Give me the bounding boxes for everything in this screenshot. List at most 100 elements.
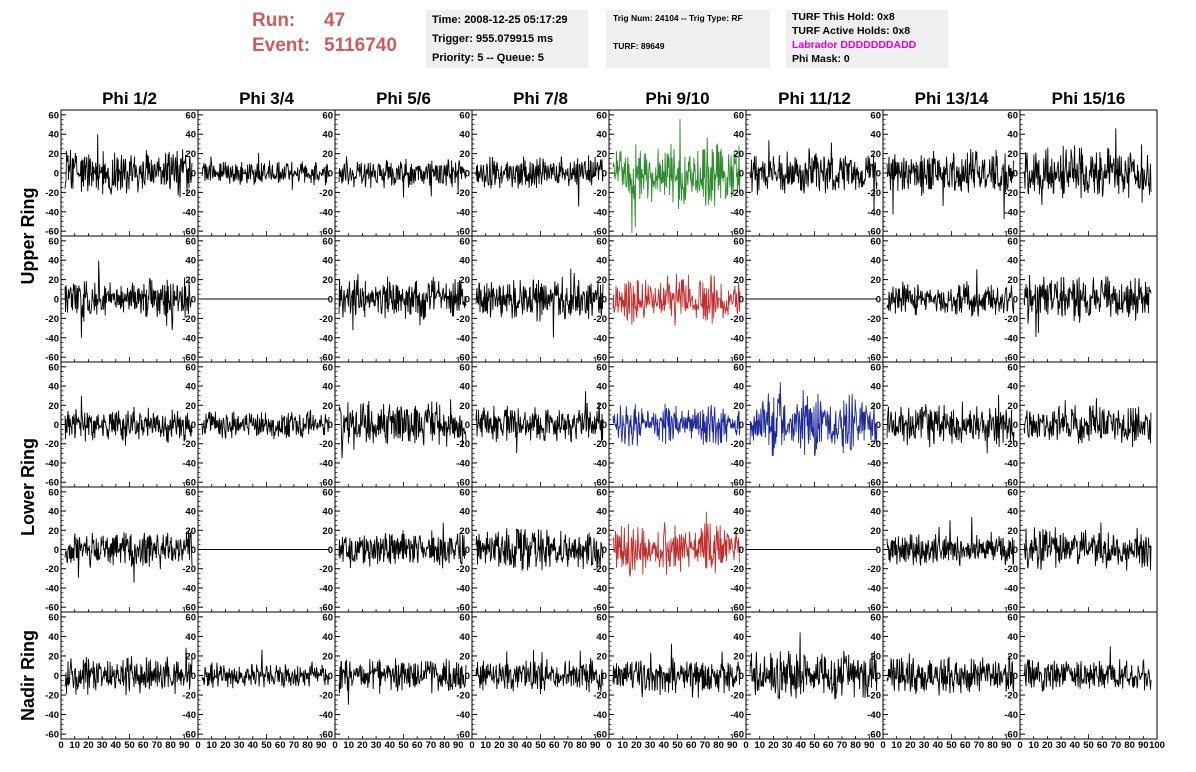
y-tick-label: -60	[45, 227, 59, 238]
y-tick-label: 0	[465, 295, 470, 306]
y-tick-label: -40	[182, 458, 196, 469]
x-tick-label: 30	[919, 740, 930, 751]
y-tick-label: 0	[876, 545, 881, 556]
y-tick-label: -60	[867, 730, 881, 741]
x-tick-label: 40	[659, 740, 670, 751]
waveform-trace	[475, 528, 604, 571]
y-tick-label: 40	[185, 507, 196, 518]
waveform-panel: -60 -40 -20 0 20 40 60	[593, 486, 747, 614]
y-tick-label: -20	[867, 188, 881, 199]
y-tick-label: 40	[1007, 382, 1018, 393]
x-tick-label: 90	[864, 740, 875, 751]
y-tick-label: -60	[867, 353, 881, 364]
y-tick-label: -20	[1004, 314, 1018, 325]
y-tick-label: 40	[459, 382, 470, 393]
waveform-panel: -60 -40 -20 0 20 40 60	[1004, 486, 1158, 614]
y-tick-label: -20	[730, 564, 744, 575]
waveform-panel: -60 -40 -20 0 20 40 60	[45, 235, 199, 364]
x-tick-label: 20	[83, 740, 94, 751]
priority-line: Priority: 5 -- Queue: 5	[432, 52, 544, 64]
x-tick-label: 70	[1111, 740, 1122, 751]
y-tick-label: -40	[456, 207, 470, 218]
waveform-panel: -60 -40 -20 0 20 40 60	[867, 611, 1021, 741]
y-tick-label: -40	[867, 333, 881, 344]
y-tick-label: -40	[593, 207, 607, 218]
y-tick-label: -40	[593, 583, 607, 594]
y-tick-label: 40	[48, 130, 59, 141]
y-tick-label: 60	[459, 612, 470, 623]
waveform-trace	[886, 394, 1015, 454]
y-tick-label: -20	[730, 314, 744, 325]
y-tick-label: 40	[48, 382, 59, 393]
y-tick-label: -40	[593, 333, 607, 344]
y-tick-label: 20	[1007, 149, 1018, 160]
y-tick-label: -20	[319, 314, 333, 325]
x-tick-label: 20	[494, 740, 505, 751]
y-tick-label: 0	[602, 420, 607, 431]
x-tick-label: 30	[1056, 740, 1067, 751]
y-tick-label: -40	[319, 583, 333, 594]
waveform-panel: -60 -40 -20 0 20 40 60	[182, 611, 336, 741]
y-tick-label: -40	[730, 333, 744, 344]
y-tick-label: 60	[1007, 236, 1018, 247]
waveform-panel: -60 -40 -20 0 20 40 60	[1004, 109, 1158, 238]
x-tick-label: 50	[535, 740, 546, 751]
x-tick-label: 80	[302, 740, 313, 751]
y-tick-label: 20	[870, 149, 881, 160]
y-tick-label: 20	[459, 401, 470, 412]
y-tick-label: -20	[1004, 564, 1018, 575]
waveform-trace	[886, 516, 1015, 567]
y-tick-label: 0	[191, 295, 196, 306]
waveform-panel: -60 -40 -20 0 20 40 60	[730, 235, 884, 364]
y-tick-label: 0	[876, 671, 881, 682]
y-tick-label: 60	[870, 487, 881, 498]
waveform-trace	[475, 649, 604, 695]
y-tick-label: 20	[459, 651, 470, 662]
y-tick-label: -40	[319, 458, 333, 469]
waveform-trace	[612, 511, 741, 577]
x-tick-label: 90	[179, 740, 190, 751]
turf-hold-line: TURF This Hold: 0x8	[792, 11, 895, 23]
y-tick-label: -40	[867, 458, 881, 469]
x-tick-label: 20	[768, 740, 779, 751]
y-tick-label: 20	[596, 149, 607, 160]
y-tick-label: 20	[733, 401, 744, 412]
y-tick-label: -40	[45, 207, 59, 218]
x-tick-label: 60	[138, 740, 149, 751]
y-tick-label: 20	[48, 401, 59, 412]
y-tick-label: -40	[593, 458, 607, 469]
y-tick-label: 0	[328, 295, 333, 306]
y-tick-label: 60	[48, 362, 59, 373]
y-tick-label: -60	[182, 730, 196, 741]
waveform-panel: -60 -40 -20 0 20 40 60	[319, 235, 473, 364]
y-tick-label: -40	[867, 710, 881, 721]
x-tick-label: 20	[905, 740, 916, 751]
y-tick-label: -20	[45, 188, 59, 199]
y-tick-label: 40	[48, 256, 59, 267]
waveform-panel: -60 -40 -20 0 20 40 60	[1004, 611, 1158, 741]
waveform-panel: -60 -40 -20 0 20 40 60	[730, 109, 884, 238]
x-tick-label: 40	[111, 740, 122, 751]
y-tick-label: 20	[733, 275, 744, 286]
y-tick-label: 0	[1013, 169, 1018, 180]
x-tick-label: 60	[549, 740, 560, 751]
waveform-panel: -60 -40 -20 0 20 40 60	[1004, 235, 1158, 364]
y-tick-label: -20	[593, 691, 607, 702]
waveform-trace	[1023, 646, 1152, 692]
y-tick-label: 20	[1007, 651, 1018, 662]
x-tick-label: 10	[891, 740, 902, 751]
y-tick-label: -40	[1004, 333, 1018, 344]
y-tick-label: 0	[465, 420, 470, 431]
x-tick-label: 30	[371, 740, 382, 751]
waveform-panel: -60 -40 -20 0 20 40 60	[45, 109, 199, 238]
y-tick-label: -60	[867, 478, 881, 489]
waveform-trace	[338, 658, 467, 705]
y-tick-label: 0	[876, 169, 881, 180]
y-tick-label: 0	[328, 545, 333, 556]
x-tick-label: 90	[1138, 740, 1149, 751]
y-tick-label: 20	[1007, 401, 1018, 412]
y-tick-label: 40	[459, 507, 470, 518]
y-tick-label: 20	[322, 401, 333, 412]
y-tick-label: 60	[322, 110, 333, 121]
y-tick-label: -60	[45, 353, 59, 364]
